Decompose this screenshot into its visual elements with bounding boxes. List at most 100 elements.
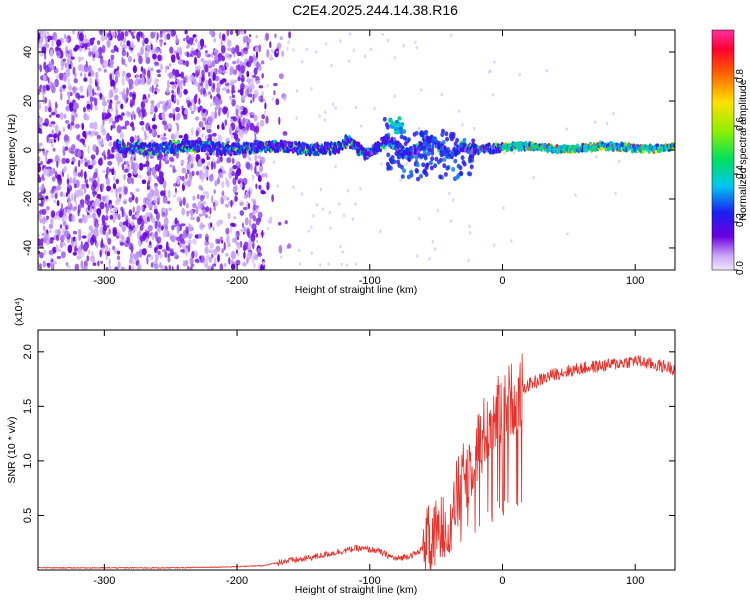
spectrogram-cell — [230, 250, 236, 260]
spectrogram-cell — [132, 206, 135, 213]
spectrogram-cell — [56, 185, 62, 191]
spectrogram-cell — [199, 38, 205, 48]
spectrogram-cell — [170, 235, 176, 243]
spectrogram-cell — [110, 54, 115, 61]
spectrogram-cell — [252, 215, 256, 222]
spectrogram-cell — [267, 142, 271, 147]
spectrogram-cell — [235, 138, 241, 143]
spectrogram-cell — [192, 202, 197, 209]
spectrogram-cell — [232, 69, 238, 75]
spectrogram-cell — [192, 34, 197, 38]
spectrogram-cell — [218, 144, 222, 149]
spectrogram-cell — [101, 214, 106, 224]
bottom-y-axis-label: SNR (10 * v/v) — [6, 416, 18, 483]
spectrogram-cell — [205, 214, 208, 219]
spectrogram-cell — [256, 240, 259, 244]
spectrogram-cell — [109, 153, 115, 159]
spectrogram-cell — [106, 231, 109, 241]
spectrogram-cell — [201, 76, 203, 81]
spectrogram-cell — [255, 51, 259, 59]
spectrogram-cell — [77, 172, 82, 177]
spectrogram-cell — [228, 257, 231, 265]
spectrogram-cell — [454, 149, 459, 155]
spectrogram-cell — [209, 207, 212, 215]
spectrogram-cell — [92, 207, 98, 213]
spectrogram-cell — [189, 105, 193, 111]
spectrogram-cell — [186, 202, 189, 209]
spectrogram-cell — [417, 126, 421, 131]
spectrogram-cell — [154, 61, 159, 65]
spectrogram-cell — [65, 120, 69, 124]
spectrogram-cell — [206, 128, 212, 134]
top-y-tick-label: -40 — [22, 240, 34, 256]
bottom-y-tick-label: 2.0 — [22, 344, 34, 359]
spectrogram-cell — [50, 210, 55, 218]
spectrogram-cell — [139, 225, 144, 231]
spectrogram-cell — [84, 42, 88, 50]
spectrogram-cell — [213, 248, 218, 256]
spectrogram-cell — [93, 121, 98, 130]
spectrogram-cell — [145, 144, 150, 148]
spectrogram-cell — [101, 45, 106, 54]
spectrogram-cell — [98, 140, 104, 146]
spectrogram-cell — [425, 136, 430, 142]
spectrogram-cell — [103, 224, 108, 232]
spectrogram-cell — [152, 53, 157, 60]
spectrogram-cell — [224, 119, 228, 126]
spectrogram-cell — [38, 164, 41, 173]
spectrogram-cell — [357, 141, 361, 149]
spectrogram-cell — [315, 202, 319, 207]
spectrogram-cell — [86, 100, 90, 105]
spectrogram-cell — [80, 260, 84, 269]
colorbar-tick-label: 0.2 — [735, 213, 746, 227]
spectrogram-cell — [614, 191, 617, 196]
spectrogram-cell — [93, 227, 99, 237]
spectrogram-cell — [180, 223, 186, 227]
spectrogram-cell — [288, 31, 291, 39]
spectrogram-cell — [186, 265, 190, 270]
spectrogram-cell — [64, 230, 69, 238]
spectrogram-cell — [82, 130, 87, 138]
spectrogram-cell — [104, 194, 109, 204]
spectrogram-cell — [255, 218, 260, 226]
spectrogram-cell — [423, 153, 427, 159]
spectrogram-cell — [145, 160, 150, 168]
spectrogram-cell — [222, 194, 228, 201]
spectrogram-cell — [243, 226, 247, 233]
spectrogram-cell — [90, 236, 95, 246]
spectrogram-cell — [83, 63, 89, 73]
spectrogram-cell — [310, 86, 313, 91]
spectrogram-cell — [60, 92, 63, 101]
spectrogram-cell — [308, 150, 312, 157]
spectrogram-cell — [237, 180, 241, 185]
spectrogram-cell — [247, 246, 252, 251]
spectrogram-cell — [166, 33, 171, 40]
spectrogram-cell — [108, 141, 113, 147]
spectrogram-cell — [186, 210, 192, 214]
spectrogram-cell — [183, 89, 188, 95]
spectrogram-cell — [78, 232, 82, 241]
spectrogram-cell — [381, 32, 384, 37]
spectrogram-cell — [181, 207, 185, 216]
spectrogram-cell — [295, 142, 299, 146]
spectrogram-cell — [342, 213, 346, 218]
spectrogram-cell — [106, 166, 109, 176]
spectrogram-cell — [419, 173, 423, 179]
spectrogram-cell — [151, 84, 154, 94]
spectrogram-cell — [298, 248, 301, 253]
spectrogram-cell — [174, 69, 180, 78]
spectrogram-cell — [241, 94, 246, 101]
spectrogram-cell — [55, 124, 59, 134]
spectrogram-cell — [176, 99, 180, 106]
spectrogram-cell — [181, 167, 187, 174]
spectrogram-cell — [50, 111, 56, 116]
spectrogram-cell — [222, 87, 227, 91]
spectrogram-cell — [54, 46, 59, 53]
spectrogram-cell — [127, 173, 132, 178]
spectrogram-cell — [382, 116, 387, 122]
spectrogram-cell — [414, 155, 419, 161]
spectrogram-cell — [83, 73, 87, 79]
spectrogram-cell — [247, 251, 252, 260]
spectrogram-cell — [437, 142, 441, 148]
spectrogram-cell — [257, 252, 263, 257]
